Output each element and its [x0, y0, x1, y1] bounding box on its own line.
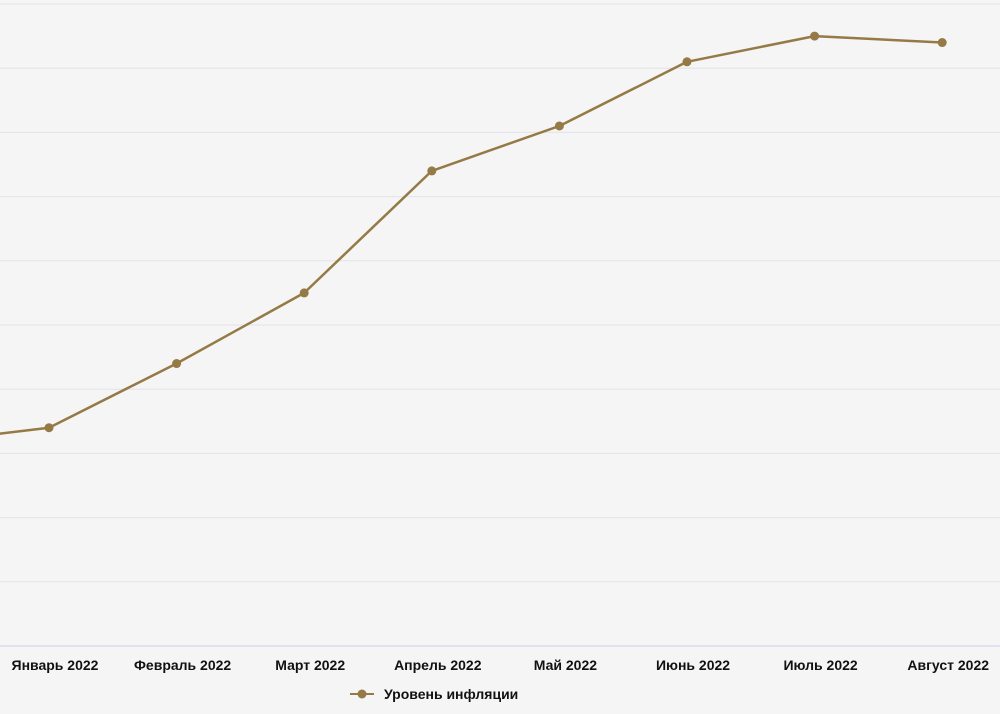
x-tick-label: Апрель 2022 — [394, 657, 482, 673]
data-point[interactable] — [172, 359, 182, 369]
x-tick-label: Февраль 2022 — [134, 657, 231, 673]
x-tick-label: Июль 2022 — [783, 657, 857, 673]
data-point[interactable] — [937, 38, 947, 48]
legend-marker — [357, 689, 367, 699]
data-point[interactable] — [44, 423, 54, 433]
x-tick-label: Январь 2022 — [12, 657, 99, 673]
data-point[interactable] — [682, 57, 692, 67]
data-point[interactable] — [810, 31, 820, 41]
x-tick-label: Май 2022 — [534, 657, 597, 673]
series-line-inflation — [0, 34, 943, 435]
x-tick-label: Июнь 2022 — [656, 657, 730, 673]
data-point[interactable] — [299, 288, 309, 298]
series-layer — [0, 31, 947, 435]
data-point[interactable] — [427, 166, 437, 176]
data-point[interactable] — [554, 121, 564, 131]
grid-lines — [0, 3, 1000, 583]
x-tick-label: Август 2022 — [907, 657, 989, 673]
x-axis-tick-labels: Январь 2022 Февраль 2022 Март 2022 Апрель 2… — [12, 657, 990, 673]
x-tick-label: Март 2022 — [275, 657, 345, 673]
legend-label: Уровень инфляции — [384, 686, 518, 702]
legend[interactable]: Уровень инфляции — [350, 686, 518, 702]
